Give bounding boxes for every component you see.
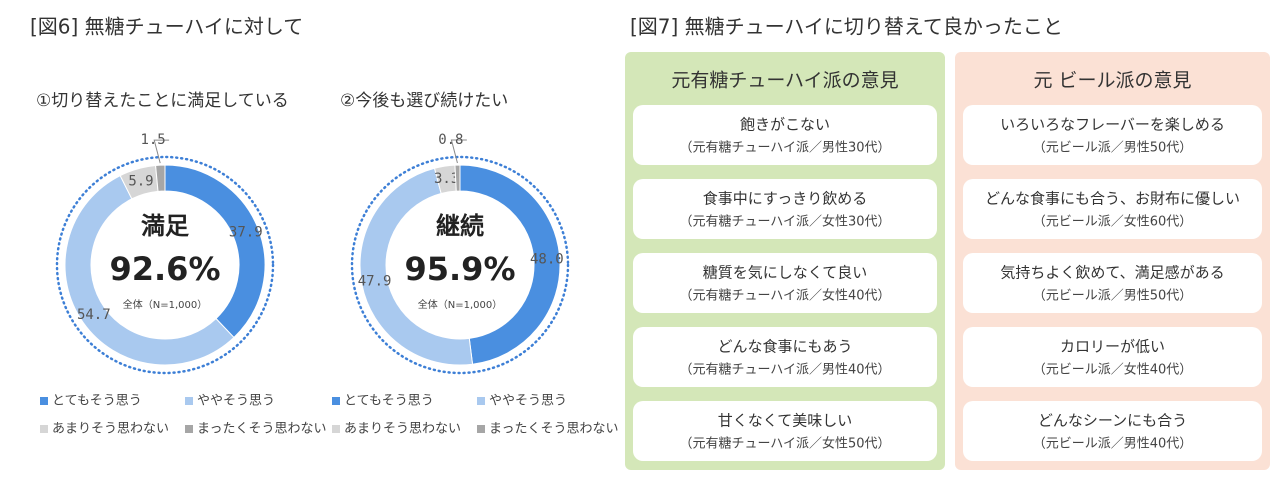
legend-swatch xyxy=(332,397,340,405)
opinion-attribution: （元ビール派／男性50代） xyxy=(1033,289,1193,304)
legend-swatch xyxy=(332,425,340,433)
legend-label: まったくそう思わない xyxy=(489,422,618,437)
chart-title: ①切り替えたことに満足している xyxy=(36,91,289,111)
opinion-attribution: （元有糖チューハイ派／女性50代） xyxy=(679,436,890,452)
leader-line xyxy=(450,139,467,164)
opinion-card xyxy=(633,327,937,387)
legend-label: ややそう思う xyxy=(197,394,275,409)
opinion-card xyxy=(633,105,937,165)
figure-title: [図6] 無糖チューハイに対して xyxy=(30,15,303,39)
center-note: 全体（N=1,000） xyxy=(418,298,503,311)
opinion-card xyxy=(963,401,1262,461)
legend-label: まったくそう思わない xyxy=(197,422,326,437)
opinion-attribution: （元有糖チューハイ派／女性40代） xyxy=(679,288,890,304)
dotted-ring xyxy=(350,155,570,375)
value-label: 5.9 xyxy=(128,173,153,189)
legend-swatch xyxy=(40,397,48,405)
dotted-ring xyxy=(55,155,275,375)
figure-title: [図7] 無糖チューハイに切り替えて良かったこと xyxy=(630,15,1063,39)
opinion-text: どんなシーンにも合う xyxy=(1038,412,1187,430)
opinion-attribution: （元有糖チューハイ派／男性30代） xyxy=(679,140,890,156)
legend-label: とてもそう思う xyxy=(52,394,142,409)
opinion-text: 飽きがこない xyxy=(740,116,830,134)
value-label: 0.8 xyxy=(438,132,463,148)
opinion-card xyxy=(633,179,937,239)
legend-label: ややそう思う xyxy=(489,394,567,409)
donut-segment xyxy=(64,174,235,366)
donut-segment xyxy=(459,164,561,365)
leader-line xyxy=(153,139,170,164)
opinion-attribution: （元有糖チューハイ派／女性30代） xyxy=(679,214,890,230)
opinion-text: どんな食事にも合う、お財布に優しい xyxy=(985,190,1240,208)
center-value: 95.9% xyxy=(404,250,515,288)
column-heading: 元有糖チューハイ派の意見 xyxy=(671,70,898,92)
opinion-text: 食事中にすっきり飲める xyxy=(703,190,868,208)
donut-segment xyxy=(454,164,461,192)
legend-swatch xyxy=(477,425,485,433)
opinion-attribution: （元ビール派／男性40代） xyxy=(1033,437,1193,452)
opinion-card xyxy=(963,105,1262,165)
column-heading: 元 ビール派の意見 xyxy=(1033,70,1191,92)
opinion-attribution: （元ビール派／男性50代） xyxy=(1033,141,1193,156)
center-value: 92.6% xyxy=(109,250,220,288)
legend-swatch xyxy=(185,425,193,433)
opinion-text: 気持ちよく飲めて、満足感がある xyxy=(1000,264,1224,282)
value-label: 3.3 xyxy=(434,171,459,187)
chart-title: ②今後も選び続けたい xyxy=(340,91,508,111)
opinion-text: いろいろなフレーバーを楽しめる xyxy=(1000,116,1225,134)
center-note: 全体（N=1,000） xyxy=(123,298,208,311)
opinion-card xyxy=(963,327,1262,387)
value-label: 47.9 xyxy=(358,274,392,290)
legend-swatch xyxy=(185,397,193,405)
opinion-attribution: （元ビール派／女性60代） xyxy=(1033,214,1193,230)
legend-label: とてもそう思う xyxy=(344,394,434,409)
opinion-text: 糖質を気にしなくて良い xyxy=(703,264,868,282)
opinion-card xyxy=(633,253,937,313)
opinion-text: 甘くなくて美味しい xyxy=(718,412,853,430)
donut-segment xyxy=(359,167,474,366)
opinion-text: カロリーが低い xyxy=(1060,338,1165,356)
legend-swatch xyxy=(477,397,485,405)
legend-label: あまりそう思わない xyxy=(52,422,169,437)
opinion-card xyxy=(963,179,1262,239)
value-label: 54.7 xyxy=(77,307,111,323)
center-title: 継続 xyxy=(436,212,484,240)
opinion-attribution: （元有糖チューハイ派／男性40代） xyxy=(679,362,890,378)
opinion-card xyxy=(633,401,937,461)
legend-swatch xyxy=(40,425,48,433)
opinion-card xyxy=(963,253,1262,313)
value-label: 48.0 xyxy=(530,252,564,268)
value-label: 1.5 xyxy=(140,132,165,148)
center-title: 満足 xyxy=(141,212,189,240)
opinion-attribution: （元ビール派／女性40代） xyxy=(1033,362,1193,378)
donut-segment xyxy=(155,164,166,192)
value-label: 37.9 xyxy=(229,225,263,241)
legend-label: あまりそう思わない xyxy=(344,422,461,437)
opinion-text: どんな食事にもあう xyxy=(717,338,852,356)
